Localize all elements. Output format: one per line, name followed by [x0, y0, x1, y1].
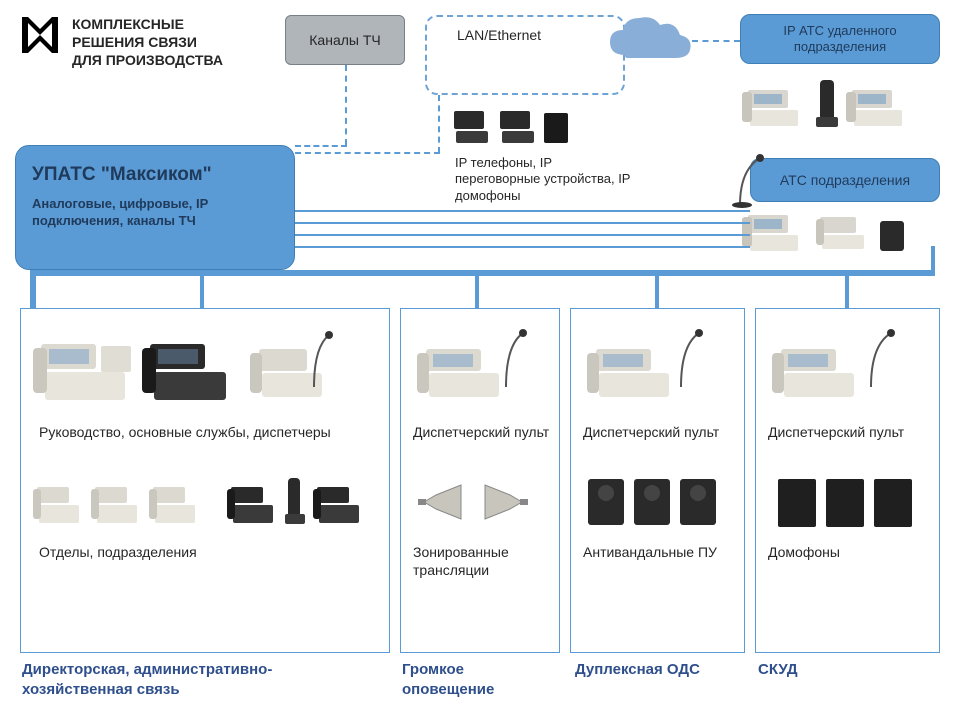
ip-phone-icon [496, 105, 538, 147]
remote-ip-atc-box: IP АТС удаленного подразделения [740, 14, 940, 64]
connector-line [655, 276, 659, 308]
remote-phones [740, 75, 914, 130]
main-title: УПАТС "Максиком" [32, 164, 278, 186]
connector-line [931, 246, 935, 274]
panel3-top-device [581, 327, 721, 407]
panel4-title: СКУД [758, 660, 938, 680]
connector-line [295, 246, 750, 248]
connector-line [295, 234, 750, 236]
ip-phone-icon [450, 105, 492, 147]
connector-line [295, 210, 750, 212]
panel1-title: Директорская, административно-хозяйствен… [22, 660, 382, 699]
lan-label: LAN/Ethernet [457, 27, 541, 43]
cloud-icon [605, 10, 695, 65]
ip-devices-label: IP телефоны, IP переговорные устройства,… [455, 155, 635, 204]
connector-line [345, 65, 347, 145]
panel2-title: Громкое оповещение [402, 660, 557, 699]
gooseneck-mic-icon [730, 150, 780, 210]
desk-phone-icon [814, 205, 874, 255]
desk-phone-icon [740, 205, 810, 255]
desk-phone-icon [844, 82, 914, 130]
connector-line [845, 276, 849, 308]
panel-admin: Руководство, основные службы, диспетчеры… [20, 308, 390, 653]
speaker-box-icon [878, 215, 908, 255]
header-text: КОМПЛЕКСНЫЕ РЕШЕНИЯ СВЯЗИ ДЛЯ ПРОИЗВОДСТ… [72, 15, 232, 70]
panel-skud: Диспетчерский пульт Домофоны [755, 308, 940, 653]
panel2-bottom-label: Зонированные трансляции [413, 544, 553, 579]
panel2-horns [416, 477, 530, 527]
connector-line [295, 152, 440, 154]
desk-phone-icon [740, 82, 810, 130]
connector-line [30, 270, 36, 308]
logo-icon [20, 15, 60, 55]
connector-line [295, 145, 347, 147]
panel-ods: Диспетчерский пульт Антивандальные ПУ [570, 308, 745, 653]
dect-phone-icon [814, 75, 840, 130]
ip-devices [450, 105, 572, 147]
connector-line [200, 276, 204, 308]
panel1-row1-label: Руководство, основные службы, диспетчеры [39, 424, 369, 442]
panel1-row2-label: Отделы, подразделения [39, 544, 197, 562]
connector-line [475, 276, 479, 308]
connector-line [295, 222, 750, 224]
panel4-top-label: Диспетчерский пульт [768, 424, 928, 442]
lan-ethernet-box: LAN/Ethernet [425, 15, 625, 95]
panel3-bottom-label: Антивандальные ПУ [583, 544, 733, 562]
sub-atc-phones [740, 205, 908, 255]
bus-line [30, 270, 935, 276]
panel1-phones-row2 [31, 474, 365, 529]
panel4-bottom-label: Домофоны [768, 544, 928, 562]
connector-line [438, 95, 440, 153]
panel2-top-label: Диспетчерский пульт [413, 424, 553, 442]
tch-channels-box: Каналы ТЧ [285, 15, 405, 65]
panel3-top-label: Диспетчерский пульт [583, 424, 733, 442]
main-subtitle: Аналоговые, цифровые, IP подключения, ка… [32, 196, 278, 230]
panel4-top-device [766, 327, 916, 407]
connector-line [692, 40, 740, 42]
panel3-title: Дуплексная ОДС [575, 660, 745, 680]
ip-intercom-icon [542, 109, 572, 147]
panel1-phones-row1 [31, 327, 339, 407]
panel3-vandal-units [586, 477, 720, 529]
panel-loudspeaker: Диспетчерский пульт Зонированные трансля… [400, 308, 560, 653]
upatc-main-box: УПАТС "Максиком" Аналоговые, цифровые, I… [15, 145, 295, 270]
panel2-top-device [411, 327, 541, 407]
panel4-intercoms [776, 477, 916, 531]
